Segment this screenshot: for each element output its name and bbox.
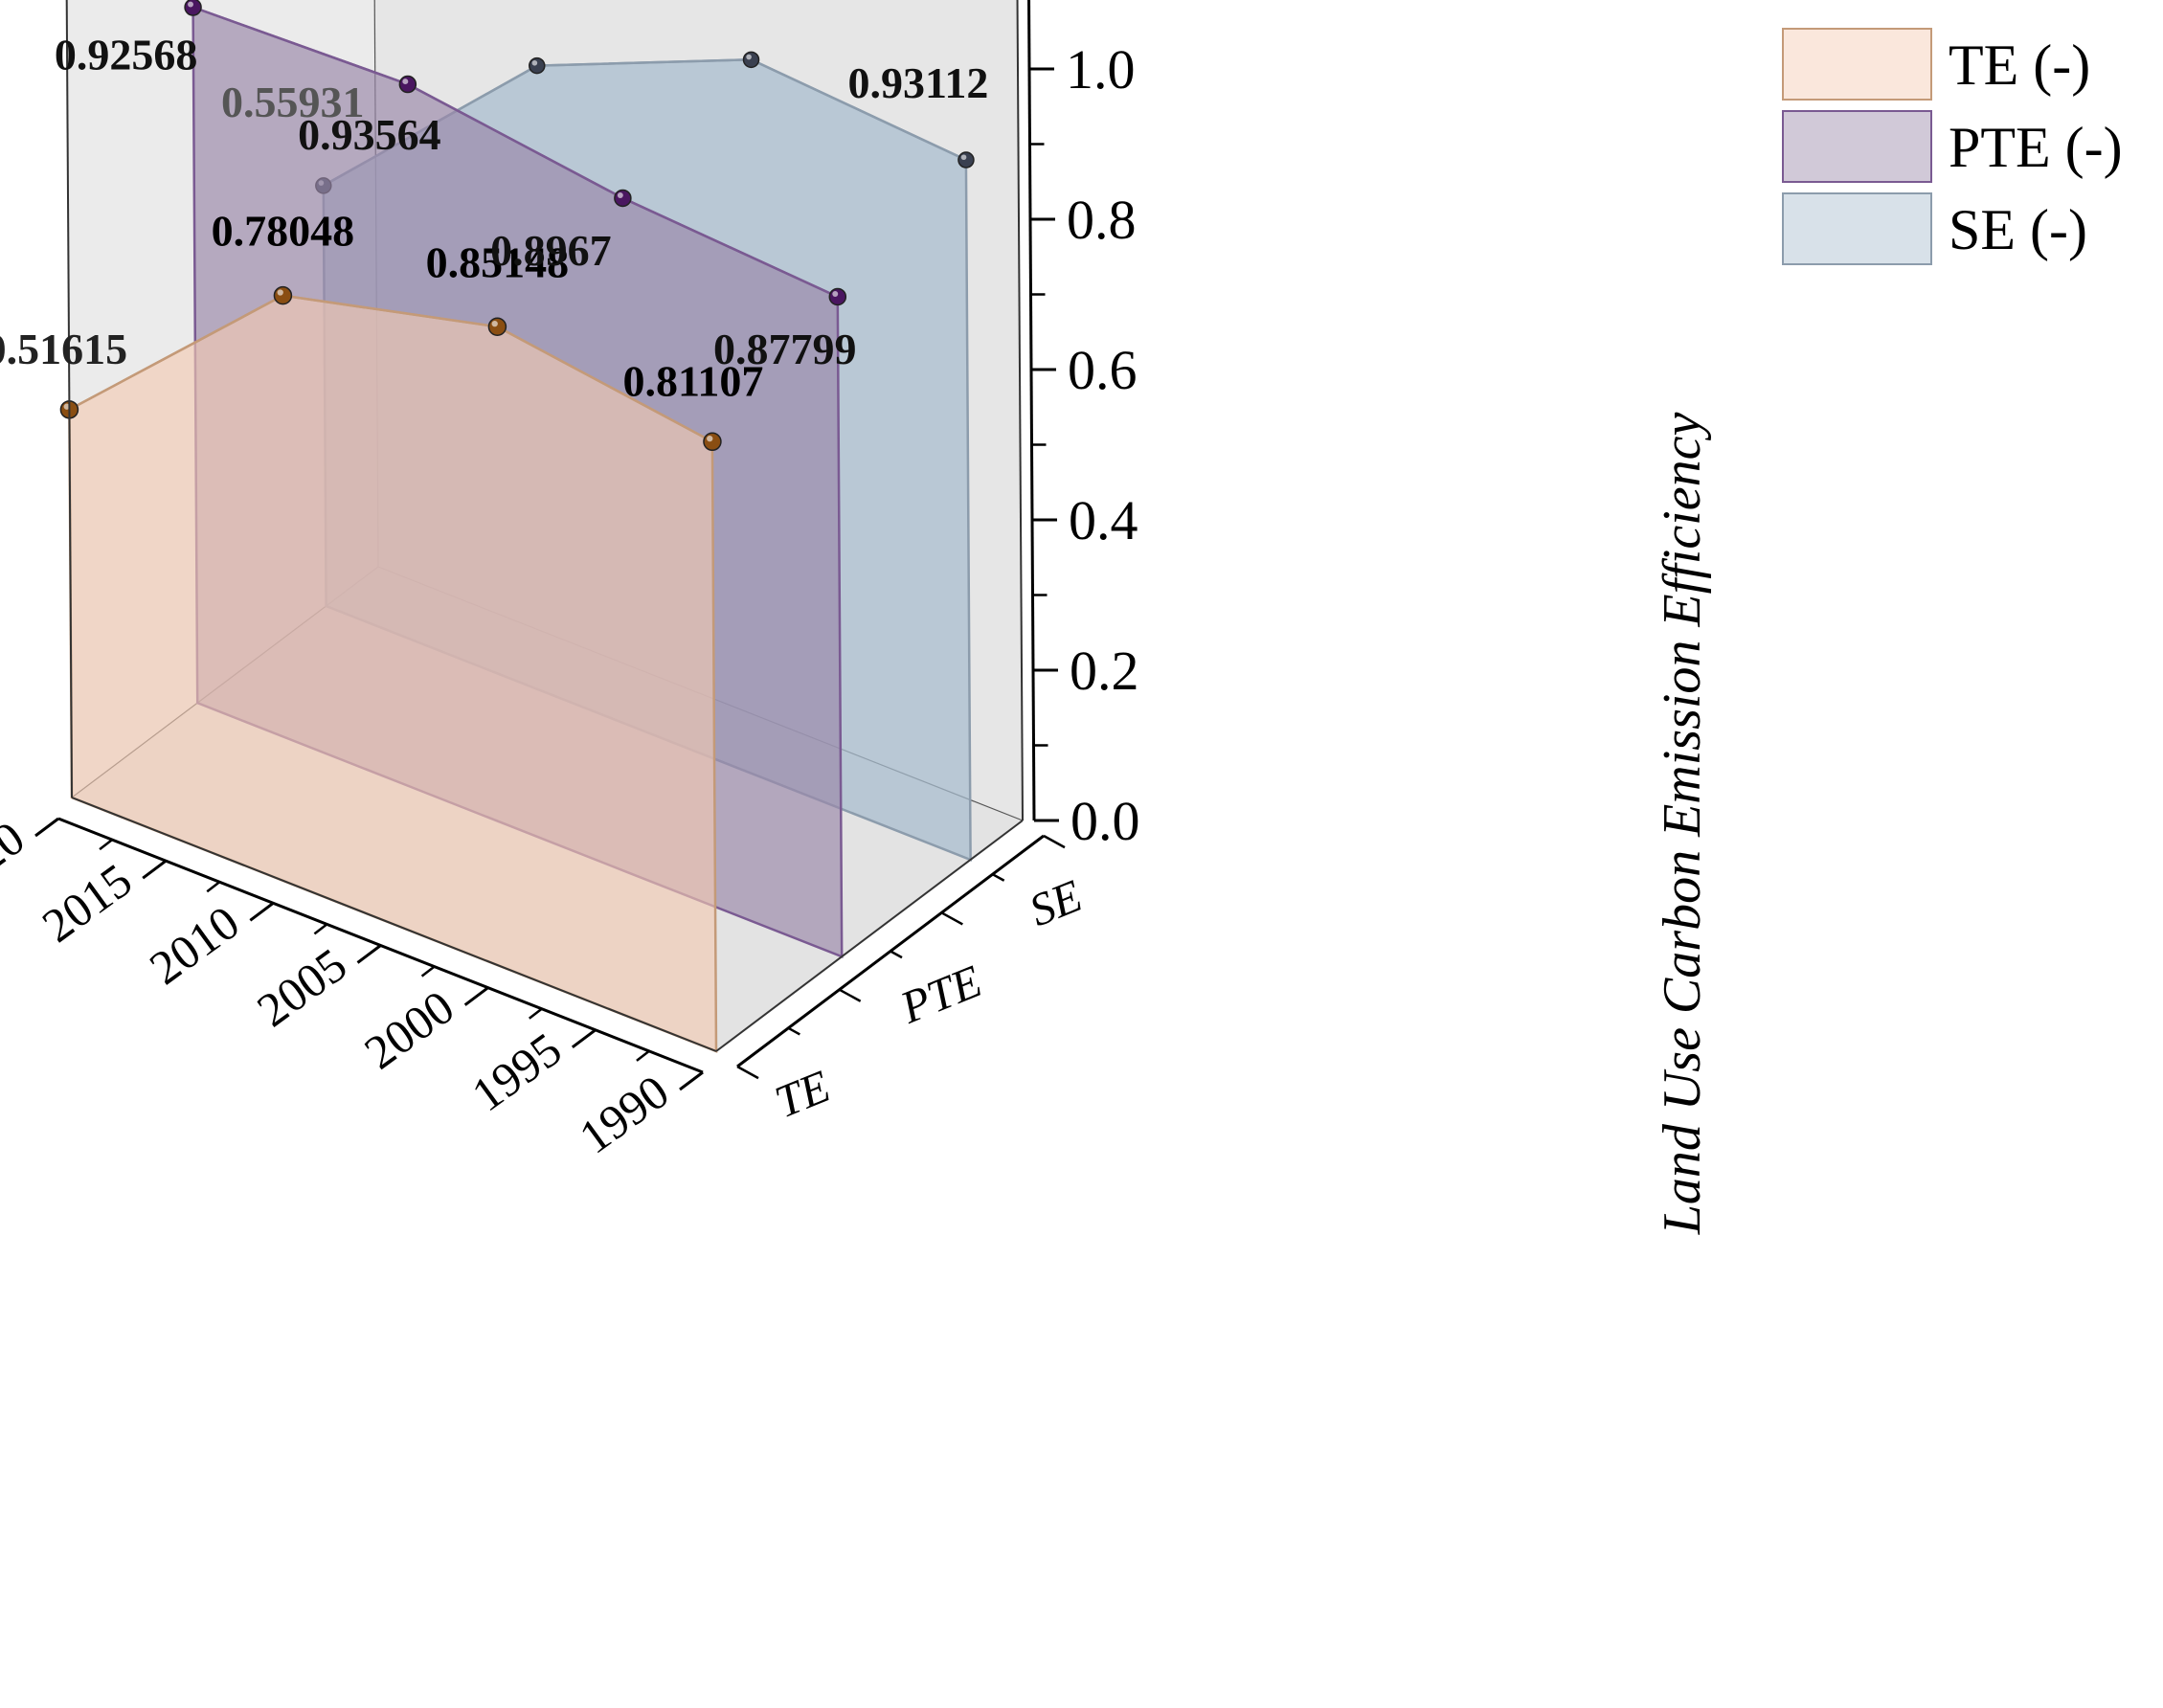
year-tick-label: 2010 — [140, 895, 249, 995]
year-tick-label: 2020 — [0, 811, 34, 910]
data-point-highlight — [707, 436, 713, 442]
legend-swatch — [1782, 28, 1932, 101]
year-tick — [463, 986, 489, 1006]
category-tick — [1043, 834, 1066, 849]
data-point — [958, 151, 975, 169]
data-point-highlight — [63, 403, 70, 410]
data-point — [742, 51, 760, 69]
year-tick — [356, 944, 382, 964]
data-point — [614, 189, 632, 208]
category-tick — [736, 1065, 759, 1080]
value-label-pte: 0.87799 — [713, 325, 857, 373]
category-tick — [839, 988, 862, 1002]
z-tick-label: 1.0 — [1066, 38, 1136, 101]
data-point-highlight — [960, 154, 967, 161]
category-tick — [992, 873, 1005, 882]
legend-label: TE (-) — [1949, 34, 2090, 97]
box-edge — [1016, 0, 1024, 821]
line-te — [68, 294, 713, 443]
value-label-se: 0.55931 — [221, 78, 365, 126]
year-minor-tick — [313, 923, 328, 935]
data-point-highlight — [491, 320, 498, 327]
plot-box-front — [65, 0, 1024, 1052]
box-edge — [715, 820, 1024, 1052]
year-minor-tick — [206, 881, 221, 893]
data-point-highlight — [832, 291, 839, 297]
category-tick — [940, 911, 963, 926]
value-label-se: 0.93112 — [847, 58, 988, 107]
year-minor-tick — [636, 1049, 650, 1062]
value-label-pte: 0.92568 — [55, 31, 198, 79]
z-tick-label: 0.8 — [1067, 189, 1137, 251]
value-labels: 0.81107 0.85148 0.78048 0.51615 0.87799 0.896… — [0, 0, 988, 405]
year-tick-label: 2000 — [354, 979, 463, 1079]
category-label-se: SE — [1023, 870, 1089, 936]
data-point-highlight — [617, 191, 623, 198]
legend-item-te: TE (-) — [1782, 28, 2090, 101]
legend-item-se: SE (-) — [1782, 192, 2087, 265]
data-point-highlight — [402, 79, 409, 85]
year-minor-tick — [99, 839, 113, 851]
z-tick-label: 0.0 — [1070, 790, 1140, 852]
data-point-highlight — [746, 54, 752, 60]
data-point-highlight — [531, 59, 538, 66]
data-point — [398, 75, 417, 94]
z-tick-label: 0.6 — [1068, 339, 1138, 401]
year-tick — [249, 902, 275, 922]
data-point — [273, 285, 293, 305]
data-point — [529, 56, 546, 75]
category-label-te: TE — [768, 1061, 837, 1128]
legend-label: PTE (-) — [1949, 116, 2123, 179]
value-label-te: 0.85148 — [426, 237, 570, 286]
legend-swatch — [1782, 110, 1932, 183]
year-tick — [679, 1070, 704, 1091]
value-label-se: 0.83151 — [360, 0, 504, 4]
data-point — [828, 287, 847, 306]
legend-swatch — [1782, 192, 1932, 265]
data-point-highlight — [277, 289, 283, 296]
value-label-se: 0.95198 — [680, 0, 823, 2]
year-minor-tick — [420, 965, 436, 978]
line-pte — [192, 6, 839, 299]
year-tick-label: 2015 — [33, 853, 142, 953]
data-point — [184, 0, 202, 16]
year-tick-label: 2005 — [247, 937, 356, 1037]
data-point — [703, 432, 722, 452]
z-axis-line — [1027, 0, 1036, 821]
category-label-pte: PTE — [893, 955, 989, 1033]
z-tick-label: 0.2 — [1070, 640, 1139, 702]
value-label-te: 0.81107 — [622, 356, 763, 405]
category-tick — [787, 1026, 800, 1036]
year-tick-label: 1995 — [462, 1022, 571, 1121]
year-minor-tick — [528, 1007, 543, 1020]
value-label-te: 0.51615 — [0, 325, 127, 373]
year-tick — [34, 817, 59, 838]
year-tick-label: 1990 — [570, 1065, 679, 1164]
data-point-highlight — [188, 1, 193, 8]
value-label-te: 0.78048 — [212, 207, 355, 256]
value-label-pte: 0.8967 — [490, 226, 612, 275]
value-label-pte: 0.93564 — [298, 110, 441, 159]
box-edge — [65, 0, 73, 798]
z-axis-title: Land Use Carbon Emission Efficiency — [1653, 413, 1712, 1236]
box-edge — [71, 797, 717, 1052]
z-tick-label: 0.4 — [1069, 489, 1138, 551]
year-tick — [571, 1028, 597, 1049]
legend: TE (-) PTE (-) SE (-) — [1782, 28, 2123, 265]
series-layer — [59, 0, 975, 1053]
data-point — [487, 317, 507, 337]
legend-label: SE (-) — [1949, 198, 2087, 261]
category-tick — [890, 950, 903, 959]
year-tick — [142, 859, 168, 880]
legend-item-pte: PTE (-) — [1782, 110, 2123, 183]
